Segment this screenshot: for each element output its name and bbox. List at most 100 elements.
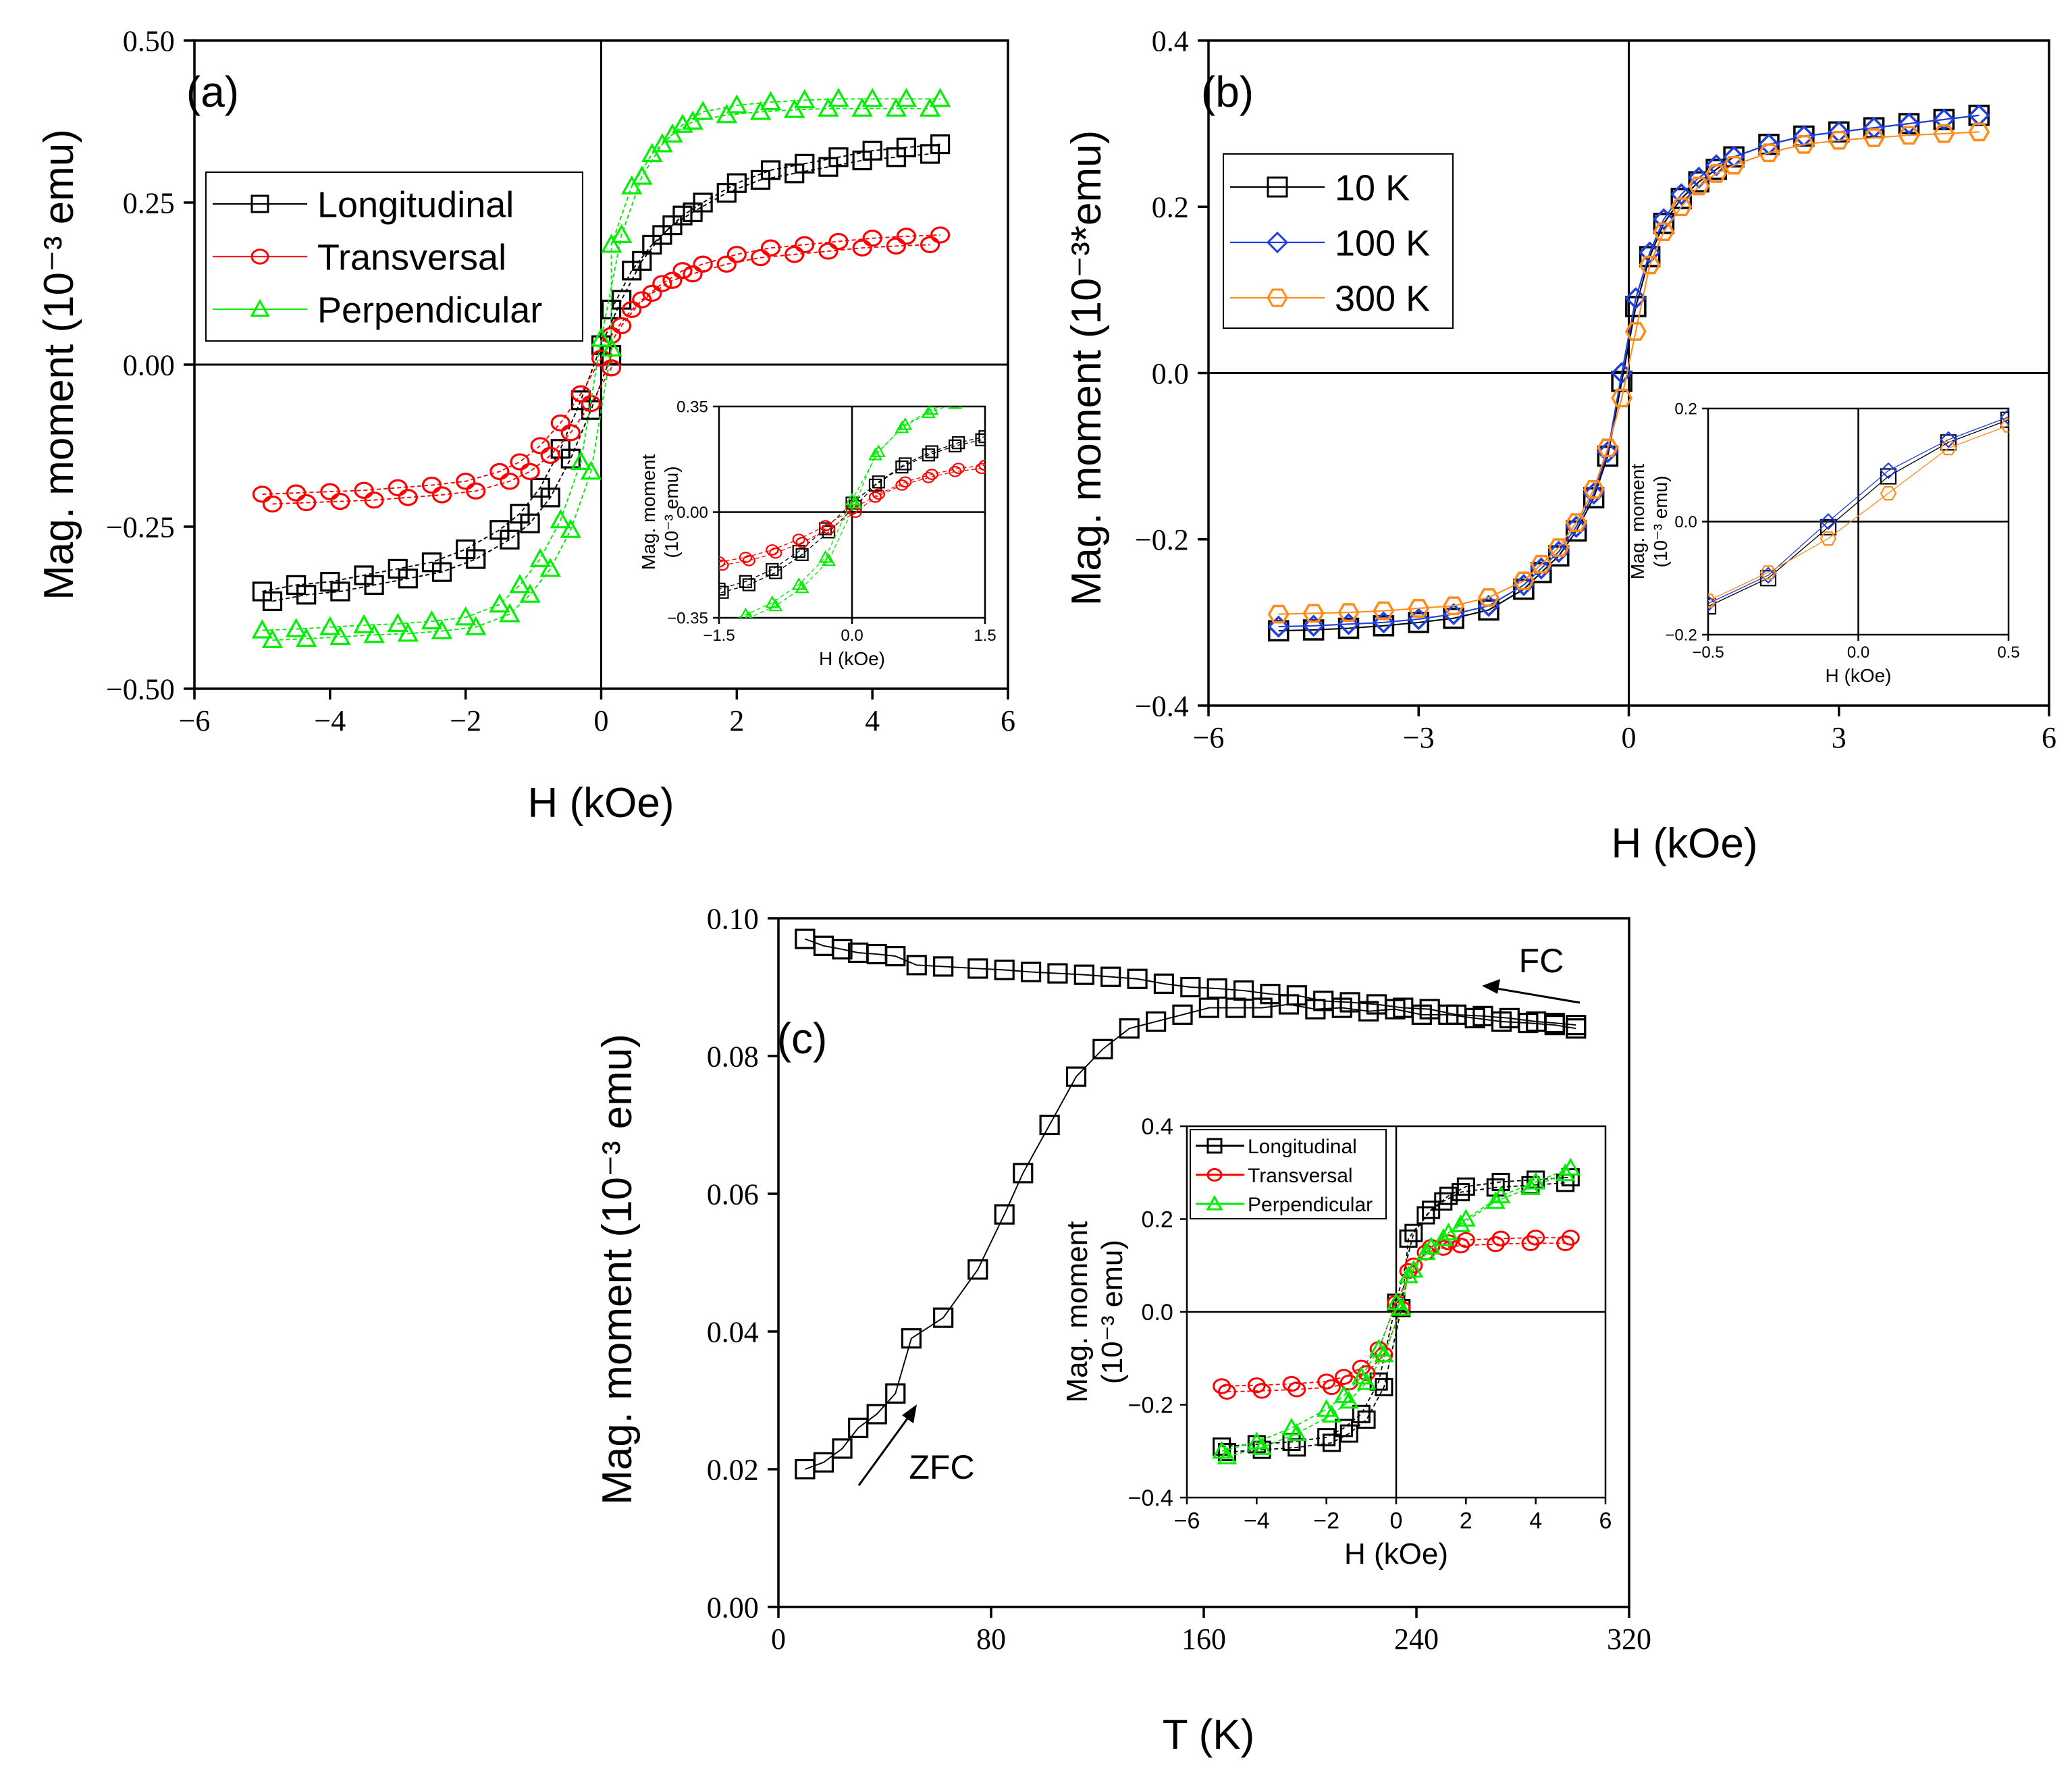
data-point xyxy=(387,612,408,633)
data-point xyxy=(520,513,540,533)
data-point xyxy=(1792,125,1815,148)
legend-marker xyxy=(1206,1194,1223,1211)
y-tick-label: 0.2 xyxy=(1142,1207,1173,1232)
annotation-zfc-arrowhead xyxy=(902,1404,917,1423)
inset-y-axis-label: Mag. moment xyxy=(1061,1221,1094,1403)
data-point xyxy=(922,471,935,483)
data-point xyxy=(570,450,592,471)
data-point xyxy=(1530,557,1553,580)
data-point xyxy=(1252,1437,1272,1455)
data-point xyxy=(719,585,729,599)
data-point xyxy=(560,424,581,442)
y-tick-label: −0.4 xyxy=(1128,1485,1173,1511)
data-point xyxy=(948,406,963,409)
data-point xyxy=(1290,383,1301,393)
data-point xyxy=(852,151,872,171)
data-point xyxy=(1357,1410,1376,1429)
data-point xyxy=(832,939,853,960)
data-point xyxy=(818,522,832,535)
data-point xyxy=(560,519,582,538)
data-point xyxy=(649,688,664,703)
panel-label: (a) xyxy=(186,68,239,116)
data-point xyxy=(1639,255,1661,275)
data-point xyxy=(750,169,771,190)
data-point xyxy=(1339,1390,1359,1409)
data-point xyxy=(766,544,779,556)
legend-marker xyxy=(250,298,270,317)
legend-label: Perpendicular xyxy=(1248,1194,1373,1216)
data-point xyxy=(742,554,755,566)
data-point xyxy=(1153,413,1165,425)
data-point xyxy=(1933,124,1955,143)
data-point xyxy=(1565,515,1588,538)
data-point xyxy=(672,627,684,637)
data-point xyxy=(560,448,581,469)
data-point xyxy=(330,581,350,602)
data-point xyxy=(1404,1223,1423,1242)
data-point xyxy=(818,97,839,117)
data-point xyxy=(719,582,726,596)
data-point xyxy=(1551,639,1566,654)
legend-item: 100 K xyxy=(1230,223,1430,263)
data-point xyxy=(1153,973,1175,995)
data-point xyxy=(580,460,602,480)
data-point xyxy=(1472,1005,1493,1026)
data-point xyxy=(669,562,681,571)
data-point xyxy=(795,548,809,561)
data-point xyxy=(980,389,991,399)
data-point xyxy=(251,619,273,639)
data-point xyxy=(1302,614,1325,637)
data-point xyxy=(1092,1038,1113,1059)
data-point xyxy=(1372,611,1395,634)
data-point xyxy=(895,88,918,107)
data-point xyxy=(364,491,384,509)
y-axis-label: Mag. moment (10⁻³ emu) xyxy=(594,1034,641,1505)
data-point xyxy=(719,559,729,571)
x-tick-label: 4 xyxy=(865,704,880,737)
data-point xyxy=(1290,404,1301,415)
data-point xyxy=(1561,1168,1580,1187)
y-tick-label: 0.00 xyxy=(676,504,708,522)
data-point xyxy=(994,1204,1015,1225)
data-point xyxy=(868,448,882,460)
data-point xyxy=(590,327,612,347)
data-point xyxy=(953,395,964,405)
data-point xyxy=(1267,615,1290,638)
legend-label: Longitudinal xyxy=(317,184,514,225)
data-point xyxy=(1109,454,1121,464)
series-perpendicular xyxy=(251,88,951,649)
data-point xyxy=(539,608,551,619)
data-point xyxy=(1047,963,1068,984)
data-point xyxy=(899,476,912,488)
data-point xyxy=(1024,456,1035,465)
data-point xyxy=(919,97,941,117)
data-point xyxy=(1217,1383,1236,1400)
x-tick-label: −0.5 xyxy=(1692,643,1724,662)
data-point xyxy=(739,552,753,563)
data-point xyxy=(1201,383,1213,393)
data-point xyxy=(1880,485,1897,501)
data-point xyxy=(1596,440,1619,463)
data-point xyxy=(1486,1236,1505,1252)
x-tick-label: 3 xyxy=(1832,721,1847,754)
data-point xyxy=(1246,448,1257,457)
data-point xyxy=(1039,1114,1060,1136)
data-point xyxy=(536,604,548,616)
data-point xyxy=(1113,384,1124,394)
inset-x-axis-label: H (kOe) xyxy=(1826,665,1892,686)
data-point xyxy=(625,563,636,573)
x-tick-label: 0.0 xyxy=(841,627,863,645)
legend-item: Longitudinal xyxy=(213,184,514,225)
data-point xyxy=(652,275,672,292)
data-point xyxy=(349,679,364,692)
data-point xyxy=(1759,565,1777,580)
data-point xyxy=(1020,425,1032,436)
data-point xyxy=(641,142,663,162)
legend-label: 10 K xyxy=(1335,167,1410,208)
data-point xyxy=(1250,668,1265,681)
data-point xyxy=(1670,183,1693,206)
data-point xyxy=(795,537,809,548)
data-point xyxy=(1313,991,1334,1011)
y-tick-label: 0.04 xyxy=(707,1315,759,1348)
